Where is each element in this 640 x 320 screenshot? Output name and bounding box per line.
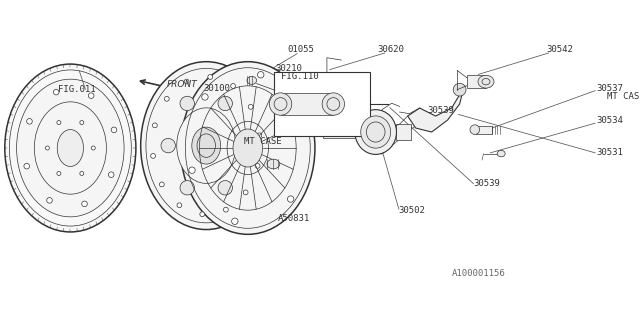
Ellipse shape — [82, 201, 87, 207]
Ellipse shape — [45, 146, 49, 150]
Text: 30100: 30100 — [204, 84, 230, 92]
Ellipse shape — [159, 182, 164, 187]
Text: 30620: 30620 — [378, 45, 404, 54]
Ellipse shape — [233, 129, 262, 167]
Text: 30542: 30542 — [546, 45, 573, 54]
Ellipse shape — [92, 146, 95, 150]
Text: FIG.011: FIG.011 — [58, 85, 95, 94]
Ellipse shape — [200, 212, 205, 217]
Text: 30537: 30537 — [596, 84, 623, 92]
Bar — [396, 124, 411, 140]
Ellipse shape — [257, 72, 264, 78]
Text: MT CASE: MT CASE — [607, 92, 640, 100]
Ellipse shape — [300, 123, 307, 129]
Ellipse shape — [164, 96, 169, 101]
Text: 30539: 30539 — [473, 180, 500, 188]
Ellipse shape — [57, 172, 61, 175]
Ellipse shape — [355, 110, 396, 155]
Bar — [274, 72, 370, 136]
Ellipse shape — [269, 93, 292, 115]
Ellipse shape — [180, 180, 195, 195]
Ellipse shape — [108, 172, 114, 178]
Ellipse shape — [247, 76, 257, 84]
Text: 30531: 30531 — [596, 148, 623, 156]
Ellipse shape — [184, 79, 189, 84]
Ellipse shape — [141, 62, 272, 229]
Text: 30539: 30539 — [428, 106, 454, 115]
Text: 30502: 30502 — [398, 206, 425, 215]
Ellipse shape — [202, 94, 208, 100]
Ellipse shape — [17, 79, 124, 217]
Text: 30534: 30534 — [596, 116, 623, 124]
Ellipse shape — [497, 150, 505, 157]
Bar — [280, 93, 333, 115]
Ellipse shape — [180, 62, 315, 234]
Ellipse shape — [24, 164, 29, 169]
Ellipse shape — [218, 96, 232, 111]
Ellipse shape — [57, 121, 61, 124]
Bar — [467, 75, 486, 88]
Bar — [323, 126, 355, 139]
Ellipse shape — [243, 190, 248, 195]
Ellipse shape — [180, 96, 195, 111]
Text: 30210: 30210 — [276, 64, 303, 73]
Ellipse shape — [88, 93, 94, 99]
Text: A50831: A50831 — [278, 214, 310, 223]
Ellipse shape — [150, 154, 156, 158]
Circle shape — [470, 125, 479, 134]
Ellipse shape — [57, 130, 83, 166]
Ellipse shape — [361, 116, 390, 148]
Ellipse shape — [248, 104, 253, 109]
Ellipse shape — [161, 139, 175, 153]
Ellipse shape — [80, 172, 84, 175]
Ellipse shape — [223, 207, 228, 212]
Text: 01055: 01055 — [288, 45, 315, 54]
Ellipse shape — [257, 133, 262, 138]
Text: FIG.110: FIG.110 — [282, 72, 319, 81]
Ellipse shape — [230, 84, 236, 88]
Ellipse shape — [35, 102, 106, 194]
Ellipse shape — [177, 108, 236, 183]
Ellipse shape — [152, 123, 157, 128]
Ellipse shape — [111, 127, 116, 133]
Ellipse shape — [4, 64, 136, 232]
Ellipse shape — [478, 75, 494, 88]
Ellipse shape — [237, 139, 252, 153]
Ellipse shape — [287, 196, 294, 202]
Text: MT CASE: MT CASE — [244, 137, 282, 146]
Ellipse shape — [255, 164, 260, 168]
Polygon shape — [408, 88, 463, 132]
Ellipse shape — [177, 203, 182, 208]
Ellipse shape — [192, 127, 221, 164]
Ellipse shape — [232, 218, 238, 224]
Ellipse shape — [267, 159, 280, 169]
Ellipse shape — [80, 121, 84, 124]
Bar — [476, 126, 492, 134]
Ellipse shape — [47, 197, 52, 203]
Ellipse shape — [27, 118, 32, 124]
Circle shape — [453, 83, 466, 96]
Ellipse shape — [189, 167, 195, 173]
Ellipse shape — [218, 180, 232, 195]
Ellipse shape — [322, 93, 344, 115]
Text: A100001156: A100001156 — [451, 269, 505, 278]
Ellipse shape — [208, 75, 212, 79]
Ellipse shape — [53, 89, 59, 95]
Text: FRONT: FRONT — [166, 80, 197, 89]
